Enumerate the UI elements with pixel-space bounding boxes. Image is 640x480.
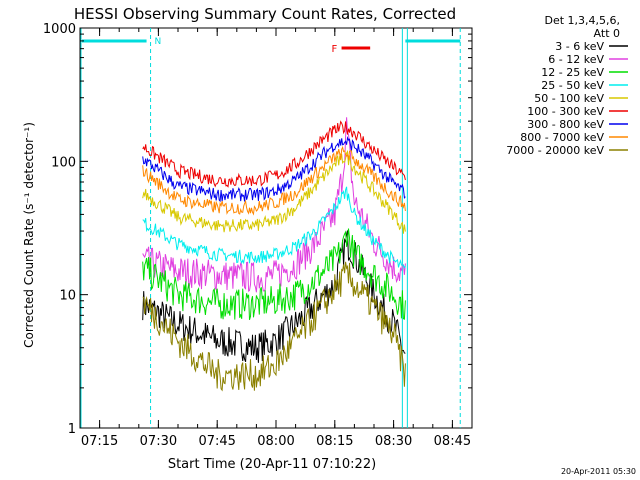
legend-label: 50 - 100 keV bbox=[534, 92, 604, 105]
x-tick-label: 07:30 bbox=[140, 434, 177, 449]
y-axis-label: Corrected Count Rate (s⁻¹ detector⁻¹) bbox=[22, 122, 36, 348]
series-group bbox=[142, 117, 406, 392]
x-tick-label: 08:30 bbox=[375, 434, 412, 449]
series-line bbox=[142, 135, 406, 203]
legend-label: 3 - 6 keV bbox=[555, 40, 604, 53]
legend-label: 300 - 800 keV bbox=[527, 118, 604, 131]
chart-title: HESSI Observing Summary Count Rates, Cor… bbox=[74, 5, 456, 23]
series-line bbox=[142, 149, 406, 234]
x-axis-label: Start Time (20-Apr-11 07:10:22) bbox=[168, 457, 376, 472]
y-tick-label: 10 bbox=[59, 289, 76, 304]
legend-label: 7000 - 20000 keV bbox=[506, 144, 604, 157]
series-line bbox=[142, 117, 406, 293]
flare-label: F bbox=[332, 44, 338, 55]
series-line bbox=[142, 228, 406, 320]
legend-header: Att 0 bbox=[594, 27, 620, 40]
x-tick-label: 07:15 bbox=[81, 434, 118, 449]
x-tick-label: 08:00 bbox=[257, 434, 294, 449]
y-tick-label: 100 bbox=[51, 155, 76, 170]
night-label: N bbox=[155, 37, 162, 47]
x-tick-label: 07:45 bbox=[198, 434, 235, 449]
legend-label: 6 - 12 keV bbox=[548, 53, 604, 66]
x-tick-label: 08:45 bbox=[434, 434, 471, 449]
series-line bbox=[142, 145, 406, 216]
y-tick-label: 1 bbox=[68, 422, 76, 437]
legend-label: 12 - 25 keV bbox=[541, 66, 604, 79]
footer-timestamp: 20-Apr-2011 05:30 bbox=[561, 467, 636, 476]
series-line bbox=[142, 186, 406, 269]
series-line bbox=[142, 261, 406, 392]
legend-label: 800 - 7000 keV bbox=[520, 131, 604, 144]
axes: 1 10 100 1000 07:15 07:30 07:45 08:00 08:15 08:30… bbox=[43, 22, 473, 449]
legend-label: 100 - 300 keV bbox=[527, 105, 604, 118]
x-tick-label: 08:15 bbox=[316, 434, 353, 449]
legend-label: 25 - 50 keV bbox=[541, 79, 604, 92]
y-tick-label: 1000 bbox=[43, 22, 76, 37]
legend-header: Det 1,3,4,5,6, bbox=[544, 14, 620, 27]
annotations: NF bbox=[80, 28, 461, 428]
series-line bbox=[142, 120, 406, 188]
